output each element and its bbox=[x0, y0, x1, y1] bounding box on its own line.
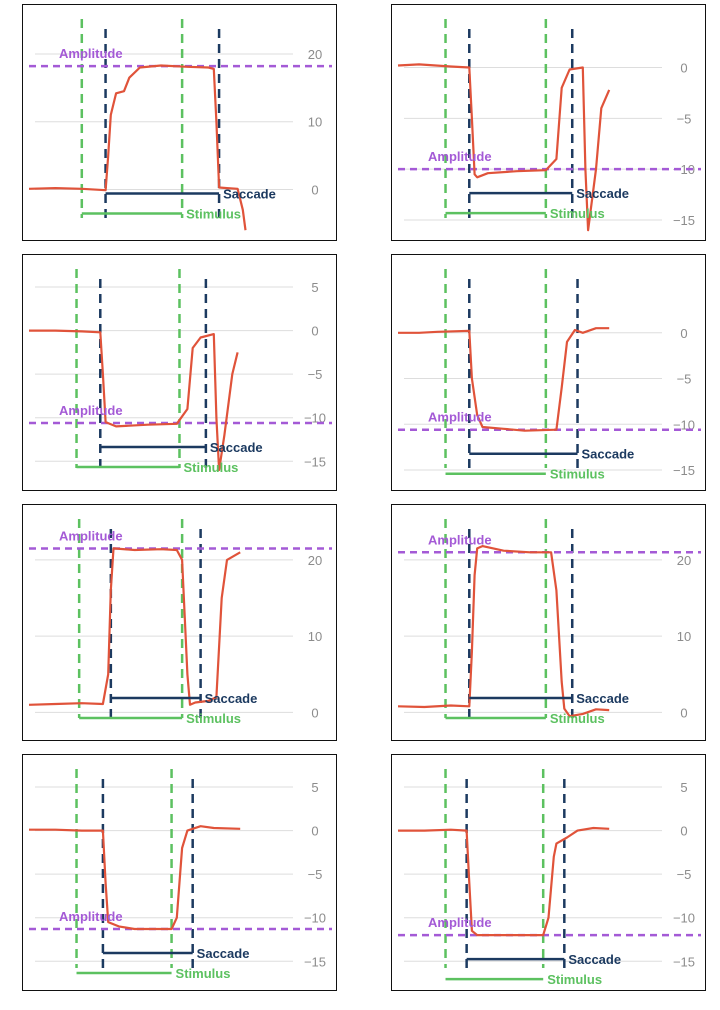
y-tick-label: 20 bbox=[308, 553, 322, 568]
saccade-label: Saccade bbox=[576, 691, 629, 706]
y-tick-label: −15 bbox=[673, 954, 695, 969]
chart-panel-row-3-left: 0 10 20 Amplitude Saccade Stimulus bbox=[22, 504, 337, 741]
y-tick-label: 5 bbox=[311, 280, 318, 295]
saccade-label: Saccade bbox=[223, 187, 276, 202]
chart-svg: 0 10 20 Amplitude Saccade Stimulus bbox=[397, 519, 701, 726]
y-tick-label: −15 bbox=[673, 463, 695, 478]
y-tick-label: −5 bbox=[677, 867, 692, 882]
signal-trace bbox=[397, 63, 611, 232]
y-tick-label: −15 bbox=[304, 954, 326, 969]
chart-panel-row-4-right: 5 0 −5 −10 −15 Amplitude Saccade Stimulus bbox=[391, 754, 706, 991]
stimulus-label: Stimulus bbox=[186, 711, 241, 726]
y-tick-label: 0 bbox=[680, 824, 687, 839]
stimulus-label: Stimulus bbox=[186, 207, 241, 222]
y-tick-label: 0 bbox=[311, 183, 318, 198]
stimulus-label: Stimulus bbox=[176, 966, 231, 981]
y-tick-label: −10 bbox=[673, 162, 695, 177]
amplitude-label: Amplitude bbox=[59, 403, 123, 418]
y-tick-label: 0 bbox=[680, 61, 687, 76]
stimulus-label: Stimulus bbox=[550, 206, 605, 221]
signal-trace bbox=[398, 327, 610, 432]
stimulus-label: Stimulus bbox=[550, 711, 605, 726]
saccade-label: Saccade bbox=[210, 440, 263, 455]
chart-panel-row-3-right: 0 10 20 Amplitude Saccade Stimulus bbox=[391, 504, 706, 741]
y-tick-label: −5 bbox=[308, 367, 323, 382]
y-tick-label: −10 bbox=[304, 911, 326, 926]
y-tick-label: 0 bbox=[311, 324, 318, 339]
y-tick-label: 10 bbox=[308, 629, 322, 644]
y-tick-label: −10 bbox=[673, 911, 695, 926]
saccade-label: Saccade bbox=[568, 952, 621, 967]
amplitude-label: Amplitude bbox=[59, 528, 123, 543]
signal-trace bbox=[28, 547, 241, 706]
amplitude-label: Amplitude bbox=[59, 46, 123, 61]
stimulus-label: Stimulus bbox=[550, 467, 605, 482]
y-tick-label: 5 bbox=[680, 780, 687, 795]
y-tick-label: 20 bbox=[308, 47, 322, 62]
amplitude-label: Amplitude bbox=[428, 915, 492, 930]
y-tick-label: −5 bbox=[677, 111, 692, 126]
y-tick-label: 0 bbox=[311, 824, 318, 839]
y-tick-label: −5 bbox=[677, 372, 692, 387]
y-tick-label: 5 bbox=[311, 780, 318, 795]
stimulus-label: Stimulus bbox=[183, 460, 238, 475]
saccade-label: Saccade bbox=[205, 691, 258, 706]
y-tick-label: 10 bbox=[677, 629, 691, 644]
y-tick-label: 10 bbox=[308, 115, 322, 130]
signal-trace bbox=[29, 825, 241, 931]
chart-svg: 0 −5 −10 −15 Amplitude Saccade Stimulus bbox=[397, 19, 701, 232]
y-tick-label: −15 bbox=[304, 454, 326, 469]
signal-trace bbox=[28, 64, 247, 231]
saccade-label: Saccade bbox=[197, 946, 250, 961]
chart-svg: 5 0 −5 −10 −15 Amplitude Saccade Stimulus bbox=[398, 769, 701, 987]
chart-svg: 0 10 20 Amplitude Saccade Stimulus bbox=[28, 19, 332, 231]
chart-svg: 5 0 −5 −10 −15 Amplitude Saccade Stimulus bbox=[29, 769, 332, 981]
amplitude-label: Amplitude bbox=[428, 532, 492, 547]
chart-svg: 0 10 20 Amplitude Saccade Stimulus bbox=[28, 519, 332, 726]
signal-trace bbox=[398, 826, 610, 937]
y-tick-label: 0 bbox=[680, 326, 687, 341]
y-tick-label: 0 bbox=[311, 705, 318, 720]
chart-panel-row-2-left: 5 0 −5 −10 −15 Amplitude Saccade Stimulus bbox=[22, 254, 337, 491]
signal-trace bbox=[29, 329, 239, 472]
saccade-label: Saccade bbox=[576, 186, 629, 201]
y-tick-label: 20 bbox=[677, 553, 691, 568]
saccade-label: Saccade bbox=[582, 447, 635, 462]
y-tick-label: −15 bbox=[673, 213, 695, 228]
amplitude-label: Amplitude bbox=[428, 149, 492, 164]
chart-panel-row-2-right: 0 −5 −10 −15 Amplitude Saccade Stimulus bbox=[391, 254, 706, 491]
amplitude-label: Amplitude bbox=[428, 410, 492, 425]
stimulus-label: Stimulus bbox=[547, 972, 602, 987]
y-tick-label: −5 bbox=[308, 867, 323, 882]
chart-panel-row-1-right: 0 −5 −10 −15 Amplitude Saccade Stimulus bbox=[391, 4, 706, 241]
y-tick-label: 0 bbox=[680, 705, 687, 720]
chart-panel-row-4-left: 5 0 −5 −10 −15 Amplitude Saccade Stimulus bbox=[22, 754, 337, 991]
signal-trace bbox=[397, 545, 610, 718]
chart-panel-row-1-left: 0 10 20 Amplitude Saccade Stimulus bbox=[22, 4, 337, 241]
amplitude-label: Amplitude bbox=[59, 909, 123, 924]
